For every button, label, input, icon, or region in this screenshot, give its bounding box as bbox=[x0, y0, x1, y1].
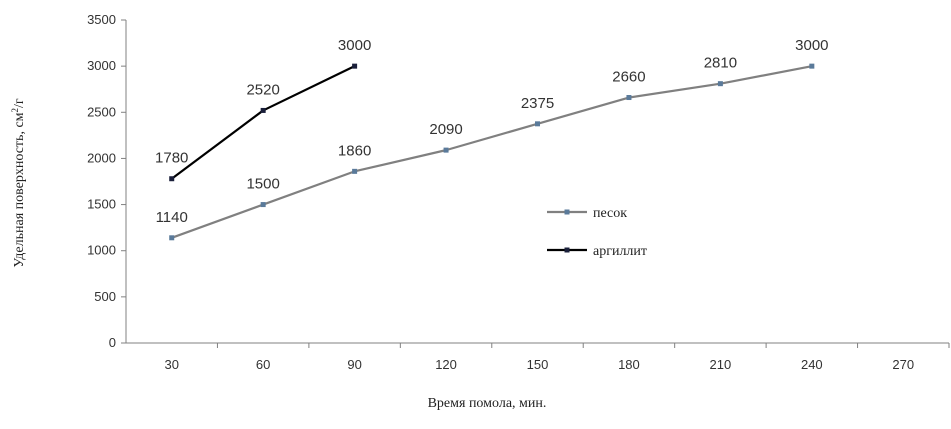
x-tick-label: 90 bbox=[347, 357, 361, 372]
data-point-0 bbox=[809, 63, 815, 69]
data-point-0 bbox=[352, 168, 358, 174]
series-line-0 bbox=[171, 65, 813, 239]
legend-swatch-marker bbox=[564, 209, 570, 215]
data-label-0: 2090 bbox=[429, 121, 462, 138]
x-tick-label: 240 bbox=[801, 357, 823, 372]
x-tick-label: 180 bbox=[618, 357, 640, 372]
data-point-0 bbox=[260, 202, 266, 208]
data-label-0: 2375 bbox=[521, 95, 554, 112]
data-point-1 bbox=[352, 63, 358, 69]
data-label-1: 2520 bbox=[246, 81, 279, 98]
data-label-0: 1860 bbox=[338, 142, 371, 159]
y-tick-label: 3500 bbox=[87, 12, 116, 27]
data-point-0 bbox=[535, 121, 540, 127]
data-point-1 bbox=[260, 107, 266, 113]
legend: песок аргиллит bbox=[547, 206, 647, 259]
x-tick-label: 30 bbox=[164, 357, 178, 372]
series-group bbox=[169, 63, 815, 241]
y-axis-title: Удельная поверхность, см2/г bbox=[10, 98, 27, 268]
legend-label: песок bbox=[593, 206, 627, 221]
legend-label: аргиллит bbox=[593, 244, 647, 259]
data-point-0 bbox=[169, 235, 175, 241]
data-point-0 bbox=[717, 81, 723, 87]
data-label-0: 1500 bbox=[246, 176, 279, 193]
y-axis-title-sup: 2 bbox=[10, 108, 20, 113]
data-point-0 bbox=[626, 95, 632, 101]
data-labels: 1140 1500 1860 2090 2375 2660 2810 3000 1780 2520… bbox=[155, 37, 828, 226]
data-label-1: 3000 bbox=[338, 37, 371, 54]
data-label-1: 1780 bbox=[155, 150, 188, 167]
x-tick-label: 120 bbox=[435, 357, 457, 372]
y-tick-label: 0 bbox=[109, 335, 116, 350]
axes bbox=[121, 19, 950, 348]
y-tick-label: 3000 bbox=[87, 58, 116, 73]
x-tick-label: 210 bbox=[710, 357, 732, 372]
data-label-0: 2660 bbox=[612, 69, 645, 86]
data-point-0 bbox=[443, 147, 449, 153]
x-axis-title: Время помола, мин. bbox=[428, 396, 547, 411]
x-tick-labels: 30 60 90 120 150 180 210 240 270 bbox=[164, 357, 914, 372]
y-tick-label: 1500 bbox=[87, 197, 116, 212]
data-label-0: 2810 bbox=[704, 55, 737, 72]
y-tick-label: 2500 bbox=[87, 104, 116, 119]
y-tick-label: 2000 bbox=[87, 150, 116, 165]
x-tick-label: 60 bbox=[256, 357, 270, 372]
data-label-0: 1140 bbox=[156, 209, 188, 226]
legend-swatch-marker bbox=[564, 247, 570, 253]
x-tick-label: 270 bbox=[892, 357, 914, 372]
y-tick-label: 500 bbox=[94, 289, 116, 304]
y-axis-title-tail: /г bbox=[12, 98, 27, 108]
y-tick-labels: 0 500 1000 1500 2000 2500 3000 3500 bbox=[87, 12, 116, 350]
y-axis-title-main: Удельная поверхность, см bbox=[12, 112, 27, 267]
x-tick-label: 150 bbox=[527, 357, 549, 372]
data-point-1 bbox=[169, 176, 175, 182]
y-tick-label: 1000 bbox=[87, 243, 116, 258]
data-label-0: 3000 bbox=[795, 37, 828, 54]
